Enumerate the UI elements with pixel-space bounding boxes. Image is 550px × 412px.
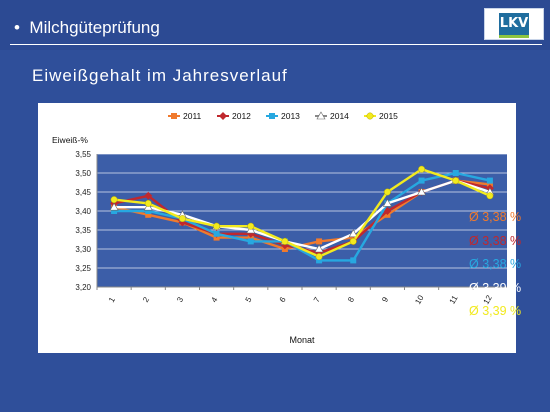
y-tick-label: 3,45	[75, 188, 91, 197]
y-tick-label: 3,35	[75, 226, 91, 235]
legend-label-2013: 2013	[281, 111, 300, 121]
point-2015-10	[418, 165, 426, 173]
x-tick-label: 5	[244, 295, 254, 304]
point-2015-11	[452, 177, 460, 185]
legend-label-2011: 2011	[183, 111, 202, 121]
point-2011-2	[145, 211, 152, 218]
y-tick-label: 3,50	[75, 169, 91, 178]
point-2015-9	[383, 188, 391, 196]
point-2014-10	[417, 187, 427, 196]
legend-label-2012: 2012	[232, 111, 251, 121]
plot-area	[97, 154, 507, 287]
x-tick-label: 2	[141, 295, 151, 304]
legend-marker-2015	[366, 112, 374, 120]
point-2015-6	[281, 237, 289, 245]
point-2014-9	[382, 198, 392, 207]
point-2014-1	[109, 202, 119, 211]
point-2014-7	[314, 244, 324, 253]
x-tick-label: 8	[346, 295, 356, 304]
point-2013-12	[486, 177, 493, 184]
page-title-text: Milchgüteprüfung	[29, 18, 160, 37]
average-2013: Ø 3,38 %	[469, 257, 522, 271]
legend-label-2014: 2014	[330, 111, 349, 121]
y-tick-label: 3,25	[75, 264, 91, 273]
x-tick-label: 1	[107, 295, 117, 304]
point-2015-4	[213, 222, 221, 230]
x-tick-label: 7	[312, 295, 322, 304]
point-2015-7	[315, 253, 323, 261]
point-2013-4	[213, 230, 220, 237]
bullet: •	[14, 18, 20, 37]
chart-subtitle: Eiweißgehalt im Jahresverlauf	[32, 66, 288, 85]
point-2013-8	[350, 257, 357, 264]
point-2015-12	[486, 192, 494, 200]
point-2013-1	[111, 208, 118, 214]
y-tick-label: 3,30	[75, 245, 91, 254]
y-axis-title: Eiweiß-%	[52, 135, 88, 145]
legend-marker-2014	[316, 111, 326, 120]
y-tick-label: 3,40	[75, 207, 91, 216]
page-title: • Milchgüteprüfung	[14, 18, 160, 38]
point-2013-7	[316, 257, 323, 264]
legend-marker-2011	[171, 113, 177, 119]
protein-line-chart: 3,20 3,25 3,30 3,35 3,40 3,45 3,50 3,55 1 2 3 4 5 6 7 8…	[52, 111, 507, 345]
average-2014: Ø 3,39 %	[469, 280, 522, 295]
point-2012-2	[144, 191, 153, 200]
average-2011: Ø 3,38 %	[469, 210, 522, 224]
legend-label-2015: 2015	[379, 111, 398, 121]
x-tick-label: 6	[278, 295, 288, 304]
point-2015-3	[178, 215, 186, 223]
averages-list: Ø 3,38 % Ø 3,38 % Ø 3,38 % Ø 3,39 % Ø 3,39 %	[469, 210, 539, 328]
series-line-2015	[113, 167, 491, 258]
average-2012: Ø 3,38 %	[469, 233, 522, 248]
legend-marker-2013	[269, 113, 275, 119]
logo-bar	[499, 35, 529, 38]
point-2013-11	[452, 170, 459, 176]
point-2013-2	[145, 208, 152, 214]
point-2015-1	[110, 196, 118, 204]
x-tick-label: 11	[448, 293, 460, 305]
chart-panel: 3,20 3,25 3,30 3,35 3,40 3,45 3,50 3,55 1 2 3 4 5 6 7 8…	[38, 103, 516, 353]
series-line-2014	[114, 179, 491, 251]
point-2011-7	[316, 238, 323, 245]
x-tick-label: 9	[380, 295, 390, 304]
y-tick-label: 3,55	[75, 150, 91, 159]
point-2013-5	[247, 238, 254, 245]
x-tick-label: 4	[209, 295, 219, 304]
point-2013-10	[418, 177, 425, 184]
average-2015: Ø 3,39 %	[469, 304, 522, 318]
legend-marker-2012	[219, 112, 227, 120]
point-2012-3	[178, 218, 187, 227]
x-tick-label: 10	[413, 293, 426, 306]
lkv-logo: LKV	[484, 8, 544, 40]
point-2014-8	[348, 229, 358, 238]
header-band	[0, 0, 550, 50]
y-tick-label: 3,20	[75, 283, 91, 292]
logo-mark: LKV	[499, 13, 529, 35]
point-2015-2	[144, 199, 152, 207]
point-2015-5	[247, 222, 255, 230]
x-tick-label: 3	[175, 295, 185, 304]
point-2015-8	[349, 237, 357, 245]
x-axis-title: Monat	[289, 335, 315, 345]
header-divider	[10, 44, 542, 45]
